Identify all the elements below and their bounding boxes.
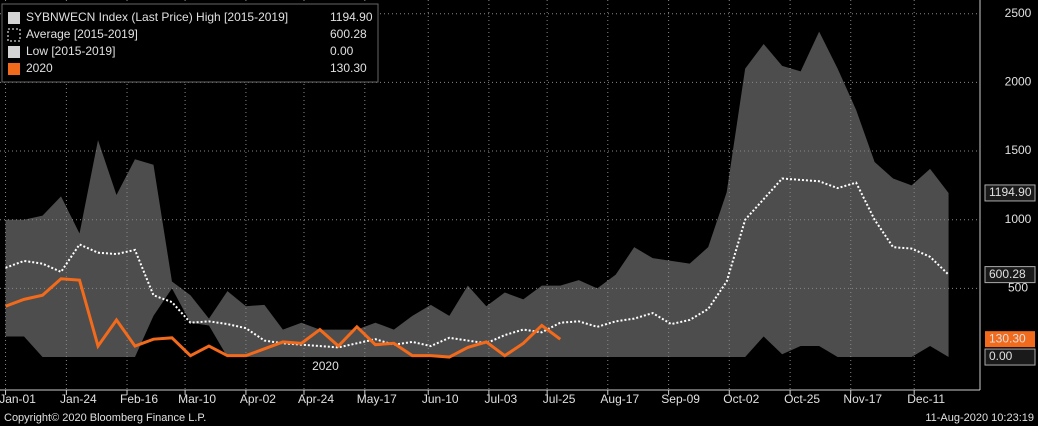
y-tick-label: 1000 bbox=[1005, 212, 1032, 226]
x-tick-label: May-17 bbox=[357, 392, 397, 406]
x-tick-label: Dec-11 bbox=[907, 392, 945, 406]
last-value-box bbox=[984, 184, 1036, 202]
x-tick-label: Apr-02 bbox=[240, 392, 276, 406]
x-tick-label: Jun-10 bbox=[422, 392, 459, 406]
x-tick-label: Jan-01 bbox=[0, 392, 36, 406]
last-value-label: 1194.90 bbox=[989, 185, 1032, 199]
footer-copyright: Copyright© 2020 Bloomberg Finance L.P. bbox=[4, 412, 206, 424]
last-value-label: 0.00 bbox=[989, 349, 1013, 363]
x-tick-label: Jul-25 bbox=[543, 392, 576, 406]
y-tick-label: 2000 bbox=[1005, 75, 1032, 89]
x-tick-label: Mar-10 bbox=[178, 392, 216, 406]
y-tick-label: 500 bbox=[1008, 281, 1028, 295]
legend-label: SYBNWECN Index (Last Price) High [2015-2… bbox=[26, 10, 288, 24]
legend-value: 600.28 bbox=[330, 27, 367, 41]
legend-swatch bbox=[8, 12, 20, 24]
y-tick-label: 1500 bbox=[1005, 143, 1032, 157]
x-tick-label: Nov-17 bbox=[843, 392, 882, 406]
line bbox=[5, 177, 950, 349]
last-value-box bbox=[985, 331, 1035, 348]
legend-box bbox=[1, 3, 379, 83]
legend-swatch bbox=[7, 28, 21, 42]
x-tick-label: Aug-17 bbox=[600, 392, 639, 406]
legend-label: Average [2015-2019] bbox=[26, 27, 138, 41]
legend-swatch bbox=[8, 46, 20, 58]
last-value-box bbox=[984, 266, 1036, 284]
legend-value: 130.30 bbox=[330, 61, 367, 75]
x-tick-label: Feb-16 bbox=[120, 392, 158, 406]
last-value-label: 130.30 bbox=[989, 331, 1026, 345]
x-tick-label: Jan-24 bbox=[60, 392, 97, 406]
legend-label: Low [2015-2019] bbox=[26, 44, 115, 58]
legend-label: 2020 bbox=[26, 61, 53, 75]
x-tick-label: Apr-24 bbox=[298, 392, 334, 406]
legend-swatch bbox=[8, 63, 20, 75]
area bbox=[5, 31, 949, 358]
x-tick-label: Sep-09 bbox=[661, 392, 700, 406]
last-value-box bbox=[984, 348, 1036, 366]
x-tick-label: Jul-03 bbox=[485, 392, 518, 406]
x-tick-label: Oct-25 bbox=[784, 392, 820, 406]
annotation: 2020 bbox=[312, 359, 339, 373]
footer-timestamp: 11-Aug-2020 10:23:19 bbox=[925, 412, 1034, 424]
legend-value: 1194.90 bbox=[330, 10, 373, 24]
last-value-label: 600.28 bbox=[989, 267, 1026, 281]
line bbox=[5, 277, 562, 359]
y-tick-label: 2500 bbox=[1005, 6, 1032, 20]
legend-value: 0.00 bbox=[330, 44, 354, 58]
x-tick-label: Oct-02 bbox=[723, 392, 759, 406]
